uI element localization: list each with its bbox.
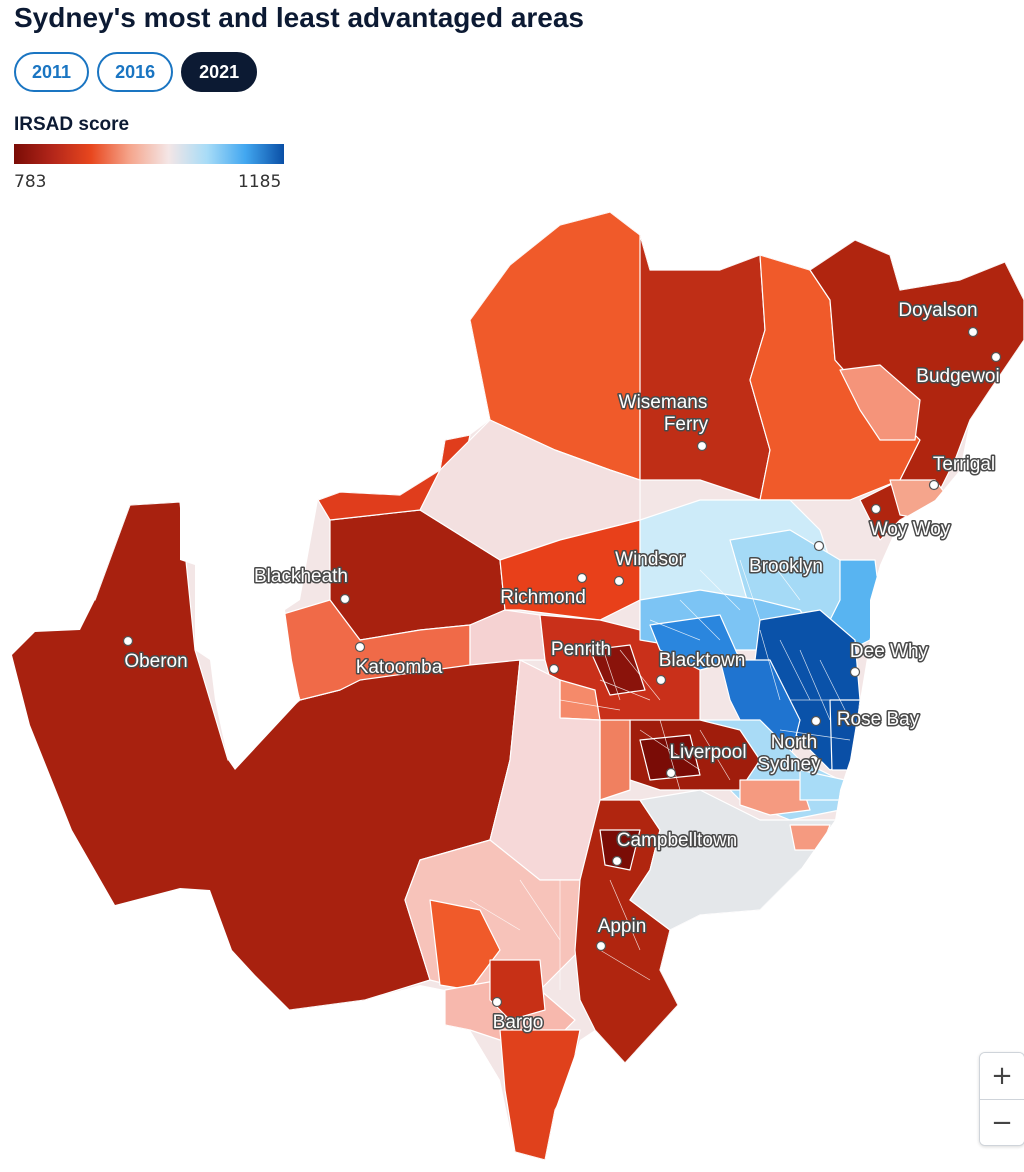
place-katoomba[interactable]: Katoomba [354, 641, 444, 680]
region[interactable] [429, 899, 501, 991]
region[interactable] [589, 644, 646, 696]
place-marker-dot [928, 479, 940, 491]
place-marker-dot [122, 635, 134, 647]
place-label: Blacktown [659, 650, 746, 671]
region[interactable] [419, 419, 641, 561]
zoom-out-button[interactable]: − [980, 1099, 1024, 1145]
region[interactable] [499, 1029, 581, 1160]
place-label: Campbelltown [617, 830, 737, 851]
legend-title: IRSAD score [14, 114, 130, 135]
place-blacktown[interactable]: Blacktown [655, 649, 747, 686]
region[interactable] [739, 779, 811, 816]
region[interactable] [839, 364, 921, 441]
year-tab-2021[interactable]: 2021 [181, 52, 258, 92]
region[interactable] [489, 959, 546, 1021]
region[interactable] [629, 789, 841, 931]
place-oberon[interactable]: Oberon [122, 635, 189, 674]
place-bargo[interactable]: Bargo [491, 996, 545, 1035]
place-label: Doyalson [898, 300, 977, 321]
place-label: Brooklyn [749, 556, 823, 577]
place-marker-dot [990, 351, 1002, 363]
place-marker-dot [655, 674, 667, 686]
place-label: Appin [598, 916, 647, 937]
zoom-control: + − [979, 1052, 1024, 1146]
place-label: Terrigal [933, 454, 995, 475]
place-marker-dot [339, 593, 351, 605]
place-liverpool[interactable]: Liverpool [665, 741, 748, 779]
place-marker-dot [813, 540, 825, 552]
place-label: Woy Woy [870, 519, 951, 540]
place-marker-dot [696, 440, 708, 452]
place-doyalson[interactable]: Doyalson [897, 299, 979, 338]
place-marker-dot [967, 326, 979, 338]
place-label: Bargo [493, 1012, 544, 1033]
place-label: Sydney [757, 754, 821, 775]
place-label: Dee Why [850, 641, 929, 662]
place-windsor[interactable]: Windsor [613, 548, 687, 587]
place-marker-dot [870, 503, 882, 515]
legend-max-value: 1185 [238, 172, 282, 192]
place-marker-dot [576, 572, 588, 584]
legend-color-ramp [14, 144, 284, 164]
region[interactable] [639, 734, 701, 781]
place-label: Budgewoi [916, 366, 999, 387]
place-marker-dot [354, 641, 366, 653]
place-marker-dot [849, 666, 861, 678]
zoom-in-button[interactable]: + [980, 1053, 1024, 1099]
page-title: Sydney's most and least advantaged areas [14, 2, 585, 33]
region[interactable] [599, 719, 631, 801]
place-label: Katoomba [356, 657, 443, 678]
place-marker-dot [808, 754, 820, 766]
place-label: Oberon [124, 651, 187, 672]
place-label: Ferry [664, 414, 709, 435]
year-tab-2016[interactable]: 2016 [97, 52, 174, 92]
place-richmond[interactable]: Richmond [499, 572, 588, 610]
place-penrith[interactable]: Penrith [548, 638, 613, 675]
place-label: Wisemans [619, 392, 708, 413]
place-campbelltown[interactable]: Campbelltown [611, 829, 739, 867]
place-marker-dot [491, 996, 503, 1008]
place-label: Windsor [615, 549, 685, 570]
place-label: Richmond [500, 587, 586, 608]
place-label: Blackheath [254, 566, 348, 587]
year-tab-2011[interactable]: 2011 [14, 52, 90, 92]
place-dee-why[interactable]: Dee Why [848, 640, 930, 678]
place-marker-dot [548, 663, 560, 675]
place-woy-woy[interactable]: Woy Woy [868, 503, 952, 542]
place-label: Liverpool [669, 742, 746, 763]
region[interactable] [829, 559, 881, 651]
place-brooklyn[interactable]: Brooklyn [748, 540, 825, 579]
year-tabs: 2011 2016 2021 [14, 52, 258, 92]
place-marker-dot [613, 575, 625, 587]
place-label: Rose Bay [837, 709, 920, 730]
place-label: North [771, 732, 817, 753]
place-terrigal[interactable]: Terrigal [928, 453, 997, 491]
place-marker-dot [595, 940, 607, 952]
place-appin[interactable]: Appin [595, 915, 648, 952]
region[interactable] [599, 829, 641, 871]
place-rose-bay[interactable]: Rose Bay [810, 708, 921, 732]
place-label: Penrith [551, 639, 611, 660]
legend-min-value: 783 [14, 172, 47, 192]
suburb-boundaries [469, 559, 851, 990]
place-marker-dot [611, 855, 623, 867]
region[interactable] [639, 234, 771, 501]
place-marker-dot [665, 767, 677, 779]
region[interactable] [789, 824, 831, 851]
place-budgewoi[interactable]: Budgewoi [915, 351, 1002, 389]
place-blackheath[interactable]: Blackheath [252, 565, 351, 605]
place-marker-dot [810, 715, 822, 727]
